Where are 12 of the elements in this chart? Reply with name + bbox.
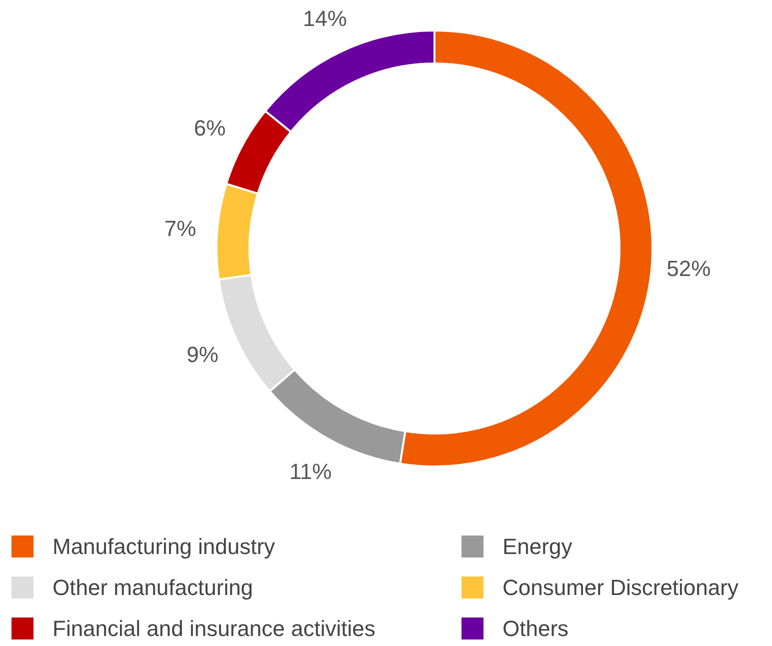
legend-label: Manufacturing industry	[52, 534, 276, 559]
data-label: 11%	[289, 458, 332, 484]
legend-label: Consumer Discretionary	[502, 575, 738, 600]
legend-label: Energy	[502, 534, 572, 559]
data-label: 7%	[164, 216, 196, 241]
legend-label: Financial and insurance activities	[52, 616, 376, 641]
legend-label: Others	[502, 616, 569, 641]
data-label: 9%	[186, 342, 218, 367]
data-label: 14%	[302, 6, 347, 31]
data-label: 52%	[666, 256, 711, 282]
data-label: 6%	[194, 116, 226, 141]
legend-label: Other manufacturing	[52, 575, 254, 600]
